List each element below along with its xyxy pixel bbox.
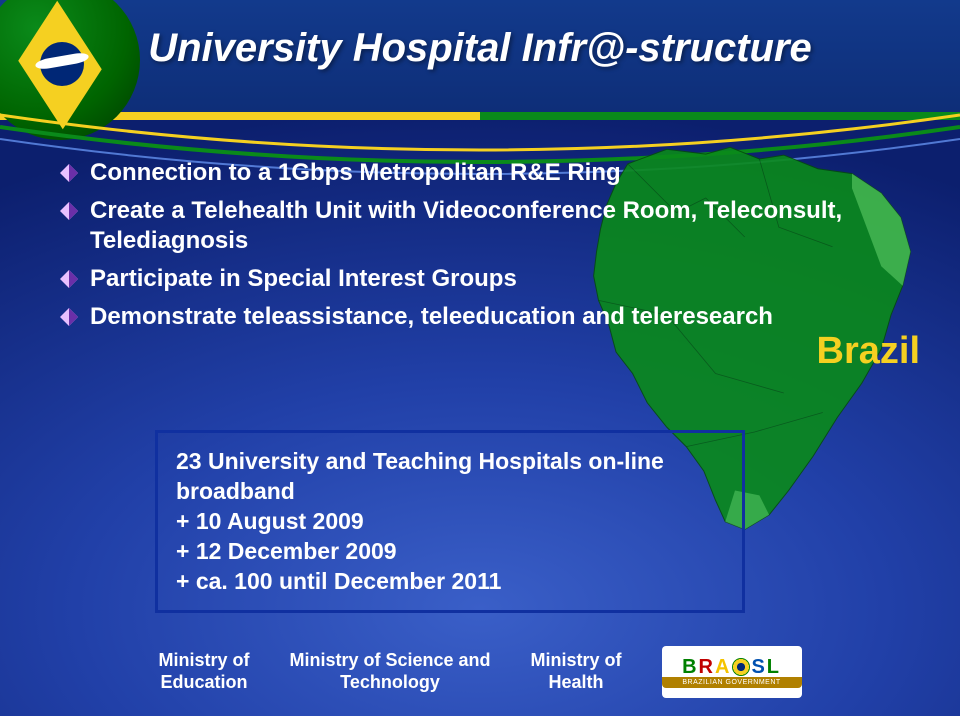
bullet-text: Demonstrate teleassistance, teleeducatio…	[90, 302, 773, 332]
bullet-text: Create a Telehealth Unit with Videoconfe…	[90, 196, 900, 256]
diamond-bullet-icon	[60, 270, 78, 288]
ministry-line: Ministry of	[158, 650, 249, 672]
footer: Ministry of Education Ministry of Scienc…	[0, 646, 960, 698]
ministry-science: Ministry of Science and Technology	[289, 650, 490, 693]
stats-box: 23 University and Teaching Hospitals on-…	[155, 430, 745, 613]
list-item: Participate in Special Interest Groups	[60, 264, 900, 294]
stats-line: 23 University and Teaching Hospitals on-…	[176, 447, 724, 507]
diamond-bullet-icon	[60, 202, 78, 220]
ministry-health: Ministry of Health	[531, 650, 622, 693]
brazilian-government-logo-icon: BRASL BRAZILIAN GOVERNMENT	[662, 646, 802, 698]
ministry-line: Ministry of Science and	[289, 650, 490, 672]
stats-line: + ca. 100 until December 2011	[176, 567, 724, 597]
slide: University Hospital Infr@-structure Braz…	[0, 0, 960, 716]
bullet-text: Participate in Special Interest Groups	[90, 264, 517, 294]
main-content: Connection to a 1Gbps Metropolitan R&E R…	[60, 150, 900, 340]
list-item: Connection to a 1Gbps Metropolitan R&E R…	[60, 158, 900, 188]
ministry-line: Ministry of	[531, 650, 622, 672]
bullet-list: Connection to a 1Gbps Metropolitan R&E R…	[60, 158, 900, 332]
bullet-text: Connection to a 1Gbps Metropolitan R&E R…	[90, 158, 621, 188]
ministry-line: Education	[158, 672, 249, 694]
gov-logo-subtext: BRAZILIAN GOVERNMENT	[662, 677, 802, 688]
stats-line: + 10 August 2009	[176, 507, 724, 537]
ministry-education: Ministry of Education	[158, 650, 249, 693]
page-title: University Hospital Infr@-structure	[0, 26, 960, 71]
diamond-bullet-icon	[60, 308, 78, 326]
list-item: Demonstrate teleassistance, teleeducatio…	[60, 302, 900, 332]
list-item: Create a Telehealth Unit with Videoconfe…	[60, 196, 900, 256]
diamond-bullet-icon	[60, 164, 78, 182]
ministry-line: Health	[531, 672, 622, 694]
stats-line: + 12 December 2009	[176, 537, 724, 567]
ministry-line: Technology	[289, 672, 490, 694]
